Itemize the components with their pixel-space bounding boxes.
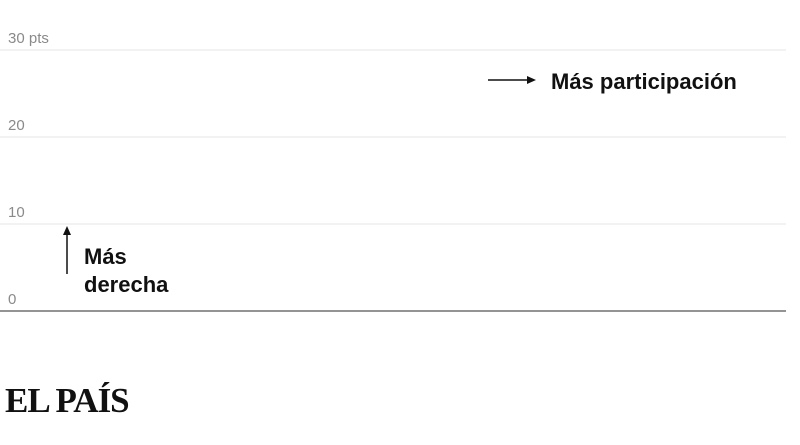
y-tick-label: 10 [8, 204, 25, 221]
y-axis-ticks: 0 10 20 30 pts [8, 30, 49, 308]
y-direction-label-line2: derecha [84, 272, 169, 297]
x-direction-label: Más participación [551, 69, 737, 94]
el-pais-logo: EL PAÍS [5, 381, 130, 420]
y-tick-label: 20 [8, 117, 25, 134]
y-direction-label-line1: Más [84, 244, 127, 269]
right-arrowhead [527, 76, 536, 84]
up-arrowhead [63, 226, 71, 235]
x-direction-annotation: Más participación [488, 69, 737, 94]
y-tick-label: 30 pts [8, 30, 49, 47]
y-direction-annotation: Más derecha [63, 226, 169, 297]
grid-lines [0, 49, 786, 312]
y-tick-label: 0 [8, 291, 16, 308]
